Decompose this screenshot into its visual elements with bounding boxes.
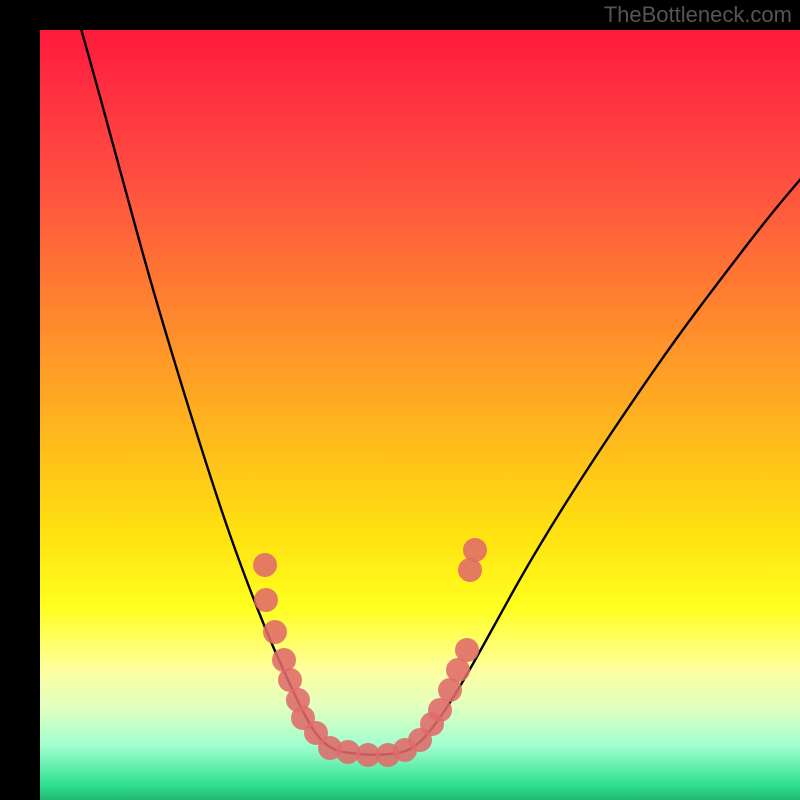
chart-svg (0, 0, 800, 800)
data-marker (263, 620, 287, 644)
watermark-text: TheBottleneck.com (604, 2, 792, 28)
data-marker (463, 538, 487, 562)
data-marker (253, 553, 277, 577)
data-marker (254, 588, 278, 612)
data-marker (455, 638, 479, 662)
bottleneck-curve (70, 0, 800, 755)
data-marker (458, 558, 482, 582)
